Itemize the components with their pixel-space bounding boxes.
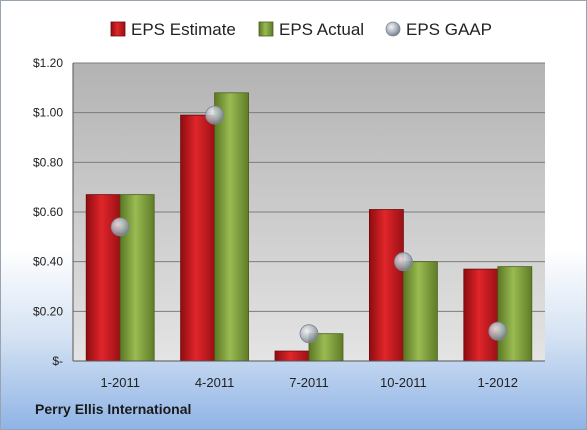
legend-label: EPS Actual: [279, 20, 364, 39]
y-tick-label: $0.20: [33, 304, 63, 318]
marker-eps-gaap: [393, 252, 413, 272]
x-tick-label: 1-2011: [100, 375, 140, 390]
marker-eps-gaap: [110, 217, 130, 237]
bar-eps-actual: [497, 266, 533, 362]
legend: EPS Estimate EPS Actual EPS GAAP: [110, 20, 492, 39]
legend-label: EPS GAAP: [406, 20, 492, 39]
legend-label: EPS Estimate: [131, 20, 236, 39]
x-axis: 1-2011 4-2011 7-2011 10-2011 1-2012: [100, 375, 518, 390]
x-tick-label: 10-2011: [380, 375, 427, 390]
bar-eps-estimate: [274, 350, 310, 362]
x-tick-label: 1-2012: [478, 375, 518, 390]
x-tick-label: 4-2011: [195, 375, 235, 390]
marker-eps-gaap: [299, 324, 319, 344]
bar-eps-estimate: [463, 268, 499, 362]
legend-swatch-eps-estimate: [110, 21, 126, 37]
y-tick-label: $0.60: [33, 205, 63, 219]
bar-eps-actual: [402, 261, 438, 362]
company-name: Perry Ellis International: [35, 401, 192, 417]
bar-eps-estimate: [180, 114, 216, 362]
marker-eps-gaap: [488, 321, 508, 341]
y-tick-label: $0.40: [33, 255, 63, 269]
bar-eps-actual: [214, 92, 250, 362]
y-tick-label: $1.00: [33, 106, 63, 120]
y-tick-label: $1.20: [33, 56, 63, 70]
marker-eps-gaap: [205, 105, 225, 125]
legend-swatch-eps-actual: [258, 21, 274, 37]
gaap-markers: [110, 105, 508, 344]
y-tick-label: $0.80: [33, 155, 63, 169]
y-tick-label: $-: [52, 354, 63, 368]
x-tick-label: 7-2011: [289, 375, 329, 390]
y-axis: $- $0.20 $0.40 $0.60 $0.80 $1.00 $1.20: [33, 56, 545, 368]
bar-eps-estimate: [368, 209, 404, 362]
legend-swatch-eps-gaap: [385, 21, 401, 37]
